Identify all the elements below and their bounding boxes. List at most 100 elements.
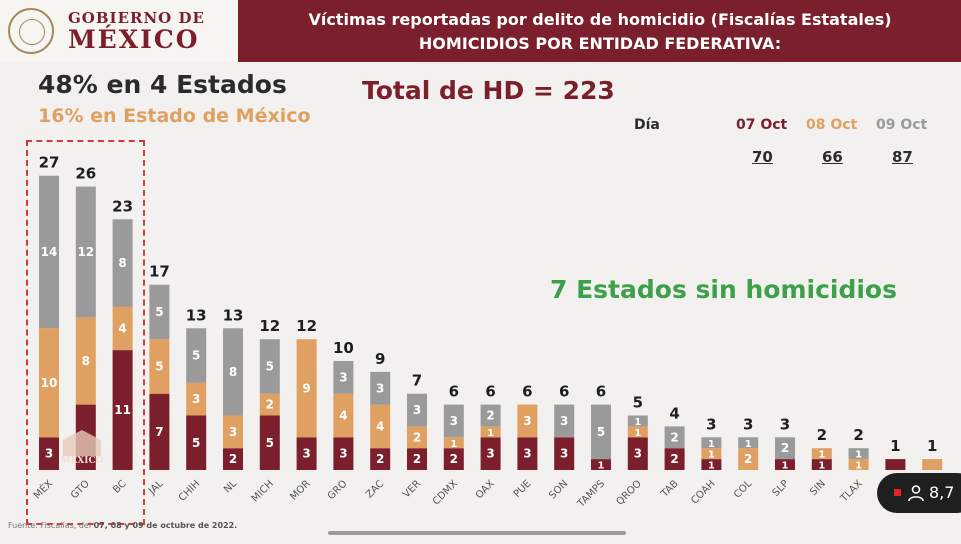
segment-label: 4 <box>376 419 384 433</box>
segment-label: 3 <box>523 447 531 461</box>
category-label: OAX <box>474 478 497 501</box>
bar-mich-08-oct <box>259 393 280 416</box>
bar-yuc-07-oct <box>885 459 906 470</box>
bar-oax-08-oct <box>480 426 501 438</box>
bar-bc-09-oct <box>112 219 133 307</box>
category-label: MICH <box>250 478 276 504</box>
bar-jal-09-oct <box>149 284 170 340</box>
bar-chih-09-oct <box>186 328 207 383</box>
segment-label: 14 <box>41 245 58 259</box>
segment-label: 1 <box>450 439 457 450</box>
category-label: MOR <box>288 478 312 502</box>
slide-title: Víctimas reportadas por delito de homici… <box>308 10 892 29</box>
bar-total-label: 3 <box>706 415 716 433</box>
segment-label: 1 <box>855 450 862 461</box>
bar-total-label: 3 <box>743 415 753 433</box>
category-label: TAB <box>659 478 681 500</box>
bar-mor-07-oct <box>296 437 317 470</box>
segment-label: 3 <box>560 414 568 428</box>
category-label: QROO <box>615 478 644 507</box>
watermark-text: MÉXICO <box>60 456 104 466</box>
day-date-2: 08 Oct <box>806 117 858 133</box>
bar-mich-07-oct <box>259 415 280 470</box>
segment-label: 8 <box>229 365 237 379</box>
person-icon <box>908 485 924 502</box>
bar-total-label: 6 <box>522 383 532 401</box>
bar-cdmx-07-oct <box>443 448 464 470</box>
category-label: CDMX <box>431 478 460 507</box>
watermark: MÉXICO <box>57 428 107 468</box>
bar-tamps-09-oct <box>591 404 611 460</box>
logo: GOBIERNO DE MÉXICO <box>0 0 238 62</box>
scroll-indicator[interactable] <box>328 531 626 535</box>
bar-tlax-09-oct <box>848 448 869 460</box>
category-label: NL <box>222 478 239 495</box>
segment-label: 5 <box>192 436 200 450</box>
day-value-3: 87 <box>892 148 913 166</box>
bar-bc-08-oct <box>112 306 133 351</box>
bar-total-label: 3 <box>780 415 790 433</box>
bar-son-09-oct <box>554 404 575 438</box>
bar-total-label: 27 <box>39 154 60 172</box>
bar-nl-07-oct <box>223 448 243 470</box>
segment-label: 4 <box>118 321 126 335</box>
segment-label: 4 <box>339 409 347 423</box>
slide-subtitle: HOMICIDIOS POR ENTIDAD FEDERATIVA: <box>418 34 782 53</box>
segment-label: 3 <box>450 414 458 428</box>
bar-total-label: 1 <box>927 437 937 455</box>
bar-oax-07-oct <box>480 437 501 470</box>
day-value-1: 70 <box>752 148 773 166</box>
bar-pue-08-oct <box>517 404 538 438</box>
segment-label: 2 <box>413 430 421 444</box>
category-label: ZAC <box>364 478 386 500</box>
segment-label: 1 <box>818 461 825 472</box>
category-label: SLP <box>771 478 791 498</box>
bar-total-label: 12 <box>296 317 317 335</box>
category-label: TAMPS <box>575 478 607 510</box>
segment-label: 3 <box>339 370 347 384</box>
bar-chih-08-oct <box>186 382 207 416</box>
segment-label: 8 <box>82 354 90 368</box>
bar-zac-09-oct <box>370 371 391 405</box>
bar-slp-07-oct <box>775 459 795 470</box>
bar-total-label: 13 <box>186 306 207 324</box>
segment-label: 1 <box>708 439 715 450</box>
bar-gto-09-oct <box>75 186 96 318</box>
bar-total-label: 6 <box>596 383 606 401</box>
day-label: Día <box>634 117 660 133</box>
segment-label: 5 <box>155 359 163 373</box>
bar-coah-07-oct <box>701 459 722 470</box>
national-seal-icon <box>8 8 54 54</box>
category-label: TLAX <box>838 478 865 505</box>
bar-total-label: 26 <box>75 165 96 183</box>
bar-total-label: 5 <box>633 394 643 412</box>
segment-label: 3 <box>229 425 237 439</box>
segment-label: 1 <box>855 461 862 472</box>
bar-total-label: 12 <box>259 317 280 335</box>
bar-mor-08-oct <box>296 339 317 438</box>
logo-line2: MÉXICO <box>68 25 200 54</box>
watermark-building-icon <box>63 430 101 456</box>
bar-gro-08-oct <box>333 393 354 438</box>
day-value-2: 66 <box>822 148 843 166</box>
bar-zac-08-oct <box>370 404 391 449</box>
bar-sin-08-oct <box>811 448 832 460</box>
category-label: COAH <box>689 478 717 506</box>
bar-col-08-oct <box>738 448 759 470</box>
bar-total-label: 9 <box>375 350 385 368</box>
segment-label: 1 <box>818 450 825 461</box>
edomex-percentage: 16% en Estado de México <box>38 105 311 127</box>
segment-label: 2 <box>486 409 494 423</box>
segment-label: 5 <box>597 425 605 439</box>
segment-label: 12 <box>77 245 94 259</box>
bar-bc-07-oct <box>112 350 133 470</box>
viewer-count-pill[interactable]: 8,7 <box>877 473 961 513</box>
bar-cdmx-09-oct <box>443 404 464 438</box>
bar-méx-09-oct <box>39 175 59 329</box>
bar-total-label: 6 <box>559 383 569 401</box>
bar-son-07-oct <box>554 437 575 470</box>
live-record-icon <box>894 489 901 496</box>
segment-label: 1 <box>634 417 641 428</box>
segment-label: 1 <box>708 461 715 472</box>
